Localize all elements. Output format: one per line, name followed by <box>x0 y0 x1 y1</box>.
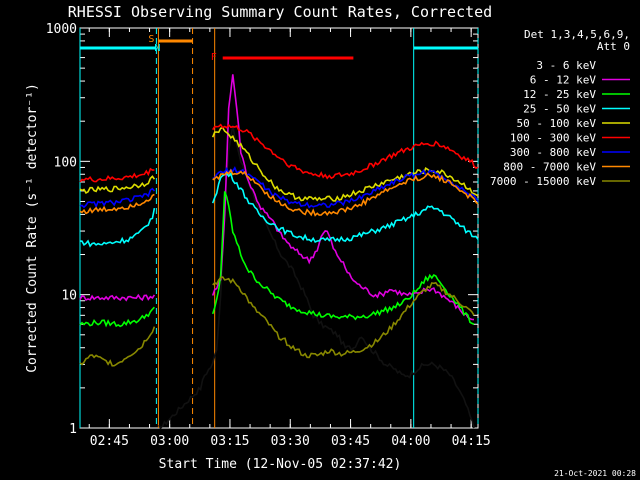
series-line-5 <box>79 123 479 183</box>
series-group <box>79 74 479 430</box>
flags: SN F <box>79 28 479 428</box>
legend-label: 25 - 50 keV <box>523 103 596 116</box>
y-tick-label: 1000 <box>46 22 77 37</box>
x-axis-label: Start Time (12-Nov-05 02:37:42) <box>159 457 402 472</box>
y-tick-label: 1 <box>69 422 77 437</box>
series-line-4 <box>79 126 479 202</box>
flare-label: F <box>211 52 217 63</box>
legend-label: 300 - 800 keV <box>510 146 596 159</box>
y-tick-label: 10 <box>61 289 77 304</box>
chart-title: RHESSI Observing Summary Count Rates, Co… <box>68 3 492 21</box>
x-tick-label: 04:00 <box>391 434 430 449</box>
series-line-6 <box>79 166 479 209</box>
axes: 1 10 100 1000 02:45 03:00 03:15 03:30 03:45 04:00… <box>46 22 491 449</box>
legend-label: 12 - 25 keV <box>523 88 596 101</box>
series-line-2 <box>79 191 475 328</box>
series-line-8 <box>79 276 475 367</box>
legend-header: Det 1,3,4,5,6,9, <box>524 28 630 41</box>
x-tick-label: 03:30 <box>271 434 310 449</box>
series-line-3 <box>79 172 479 248</box>
series-line-0 <box>158 124 475 430</box>
legend-header: Att 0 <box>597 40 630 53</box>
y-tick-label: 100 <box>54 155 77 170</box>
legend-label: 100 - 300 keV <box>510 132 596 145</box>
legend-label: 50 - 100 keV <box>517 117 597 130</box>
y-axis-label: Corrected Count Rate (s⁻¹ detector⁻¹) <box>25 83 40 373</box>
footer-date: 21-Oct-2021 00:28 <box>554 469 636 478</box>
legend-label: 7000 - 15000 keV <box>490 175 596 188</box>
x-tick-label: 03:15 <box>210 434 249 449</box>
x-tick-label: 03:00 <box>150 434 189 449</box>
x-tick-label: 04:15 <box>452 434 491 449</box>
night-label: N <box>154 43 160 54</box>
legend-label: 3 - 6 keV <box>536 59 596 72</box>
x-tick-label: 02:45 <box>90 434 129 449</box>
legend-label: 6 - 12 keV <box>530 74 597 87</box>
x-tick-label: 03:45 <box>331 434 370 449</box>
series-line-1 <box>79 74 475 321</box>
series-line-7 <box>79 168 479 217</box>
legend: Det 1,3,4,5,6,9,Att 03 - 6 keV 6 - 12 keV… <box>490 28 630 188</box>
saa-label: S <box>148 34 154 45</box>
legend-label: 800 - 7000 keV <box>503 161 596 174</box>
plot-frame <box>79 27 479 429</box>
